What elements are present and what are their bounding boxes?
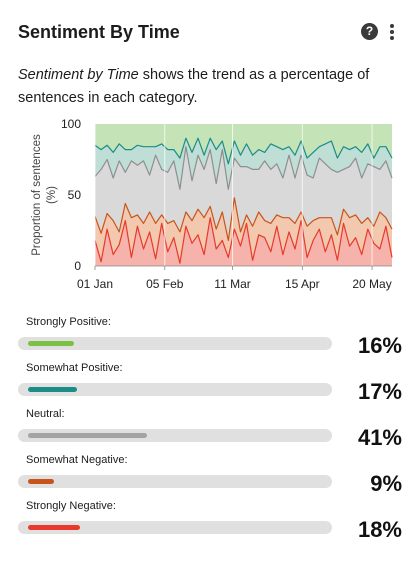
metric-row: Strongly Negative: 18% [18,498,402,544]
x-tick-label: 11 Mar [214,277,250,291]
metric-label: Somewhat Negative: [26,454,128,466]
x-tick-label: 05 Feb [146,277,184,291]
metric-percent: 17% [357,379,402,404]
metric-progress-fill [28,433,147,438]
line-somewhat_negative [94,197,393,241]
metric-progress-track [18,337,332,350]
metric-row: Strongly Positive: 16% [18,314,402,360]
x-tick-label: 20 May [352,277,391,291]
metric-progress-track [18,383,332,396]
chart-axes: 0 50 100 01 Jan 05 Feb 11 Mar 15 Apr 20 May Prop… [31,117,392,291]
y-tick-label: 100 [61,117,81,131]
line-strongly_negative [94,217,393,264]
chart-lines [94,137,393,264]
y-axis-label: (%) [46,186,58,204]
metric-progress-fill [28,479,54,484]
metric-percent: 16% [357,333,402,358]
area-strongly_negative [95,217,392,266]
metric-percent: 41% [357,425,402,450]
x-tick-label: 15 Apr [285,277,320,291]
chart-gridlines [94,124,373,266]
metric-label: Somewhat Positive: [26,362,123,374]
metric-percent: 9% [370,471,402,496]
chart-svg: 0 50 100 01 Jan 05 Feb 11 Mar 15 Apr 20 May Prop… [31,117,393,291]
line-somewhat_positive [94,137,393,165]
y-tick-label: 50 [68,188,82,202]
card-header: Sentiment By Time ? [18,20,398,46]
metric-progress-fill [28,387,77,392]
line-neutral [94,146,393,190]
card-description: Sentiment by Time shows the trend as a p… [18,64,403,110]
help-icon[interactable]: ? [361,23,378,40]
metric-progress-track [18,521,332,534]
description-emphasis: Sentiment by Time [18,67,139,83]
description-text: shows the trend as a percentage of sente… [18,67,370,106]
metric-label: Strongly Positive: [26,316,111,328]
metric-row: Somewhat Positive: 17% [18,360,402,406]
area-somewhat_positive [95,138,392,190]
sentiment-area-chart: 0 50 100 01 Jan 05 Feb 11 Mar 15 Apr 20 May Prop… [0,110,414,300]
metric-label: Neutral: [26,408,65,420]
x-tick-label: 01 Jan [77,277,113,291]
metric-progress-track [18,429,332,442]
metric-progress-fill [28,341,74,346]
y-axis-label: Proportion of sentences [31,134,43,256]
more-options-icon[interactable] [389,24,395,42]
area-strongly_positive [95,124,392,164]
metric-progress-fill [28,525,80,530]
metric-row: Somewhat Negative: 9% [18,452,402,498]
metric-label: Strongly Negative: [26,500,116,512]
sentiment-metrics: Strongly Positive: 16% Somewhat Positive: 1… [18,314,402,544]
metric-row: Neutral: 41% [18,406,402,452]
metric-progress-track [18,475,332,488]
metric-percent: 18% [357,517,402,542]
y-tick-label: 0 [74,259,81,273]
card-title: Sentiment By Time [18,22,180,42]
